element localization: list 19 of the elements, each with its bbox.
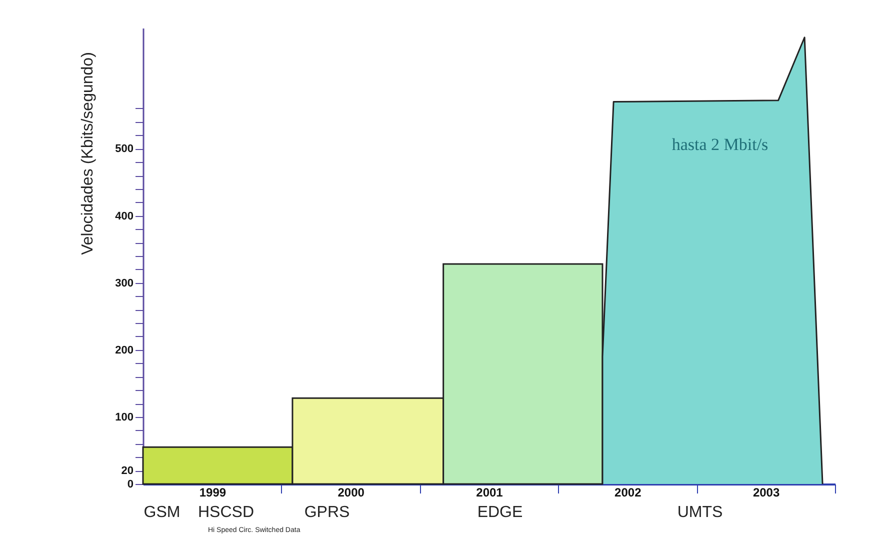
text: UMTS (677, 504, 723, 521)
y-tick-label: 400 (115, 210, 134, 222)
text: GSM (144, 504, 180, 521)
x-tick-label: 2000 (338, 486, 365, 500)
y-axis-title: Velocidades (Kbits/segundo) (80, 52, 96, 255)
annotation: hasta 2 Mbit/s (672, 135, 768, 154)
text: GPRS (304, 504, 350, 521)
x-tick-label: 2002 (614, 486, 642, 500)
x-tick-label: 2003 (752, 486, 780, 500)
x-tick-label: 1999 (199, 486, 226, 500)
y-tick-label: 100 (115, 411, 134, 424)
y-tick-label: 0 (127, 478, 134, 490)
y-tick-label: 300 (115, 277, 134, 290)
x-tick-label: 2001 (476, 486, 504, 500)
y-tick-label: 500 (115, 143, 134, 156)
text: EDGE (477, 504, 523, 521)
text: HSCSD (198, 504, 254, 521)
y-tick-label: 20 (121, 465, 134, 478)
y-tick-label: 200 (115, 344, 134, 356)
